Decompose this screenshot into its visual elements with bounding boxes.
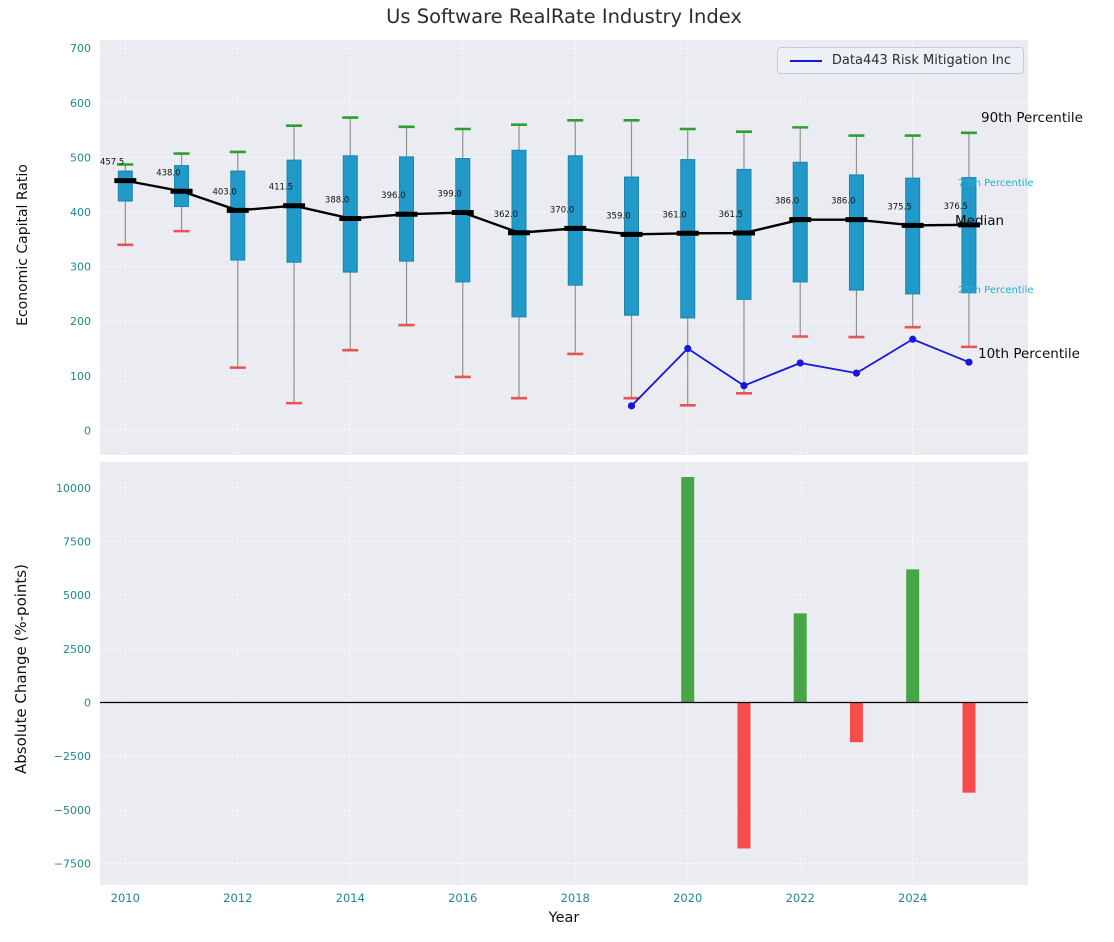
svg-text:370.0: 370.0 [550, 205, 574, 215]
svg-text:200: 200 [70, 315, 91, 328]
annotation-10th-percentile: 10th Percentile [978, 345, 1080, 362]
svg-text:438.0: 438.0 [156, 168, 180, 178]
annotation-90th-percentile: 90th Percentile [981, 110, 1083, 127]
legend-line-sample [789, 59, 822, 62]
chart-title: Us Software RealRate Industry Index [386, 5, 742, 28]
svg-text:7500: 7500 [63, 535, 91, 548]
svg-text:−7500: −7500 [54, 858, 91, 871]
legend-label: Data443 Risk Mitigation Inc [831, 53, 1011, 68]
svg-text:386.0: 386.0 [831, 197, 855, 207]
svg-text:361.0: 361.0 [662, 210, 686, 220]
svg-text:396.0: 396.0 [381, 191, 405, 201]
svg-text:10000: 10000 [56, 482, 91, 495]
svg-text:361.5: 361.5 [719, 210, 743, 220]
annotation-25th-percentile: 25th Percentile [958, 285, 1034, 297]
svg-text:2020: 2020 [673, 891, 702, 905]
x-axis-label: Year [548, 910, 580, 926]
svg-text:375.5: 375.5 [887, 202, 911, 212]
svg-text:2014: 2014 [336, 891, 365, 905]
svg-text:2022: 2022 [786, 891, 815, 905]
top-y-axis-label: Economic Capital Ratio [15, 164, 31, 326]
svg-text:0: 0 [84, 424, 91, 437]
svg-text:376.5: 376.5 [944, 202, 968, 212]
annotation-75th-percentile: 75th Percentile [958, 178, 1034, 190]
svg-text:388.0: 388.0 [325, 196, 349, 206]
svg-text:100: 100 [70, 370, 91, 383]
svg-text:403.0: 403.0 [212, 187, 236, 197]
svg-text:0: 0 [84, 696, 91, 709]
svg-text:362.0: 362.0 [494, 210, 518, 220]
svg-text:399.0: 399.0 [437, 190, 461, 200]
svg-text:2024: 2024 [898, 891, 927, 905]
annotation-median: Median [955, 213, 1005, 230]
svg-text:2018: 2018 [561, 891, 590, 905]
svg-text:500: 500 [70, 151, 91, 164]
svg-text:386.0: 386.0 [775, 197, 799, 207]
svg-text:700: 700 [70, 42, 91, 55]
svg-text:2016: 2016 [448, 891, 477, 905]
bottom-y-axis-label: Absolute Change (%-points) [12, 564, 30, 774]
svg-text:2500: 2500 [63, 643, 91, 656]
svg-text:600: 600 [70, 97, 91, 110]
svg-text:411.5: 411.5 [269, 183, 293, 193]
svg-text:5000: 5000 [63, 589, 91, 602]
svg-text:457.5: 457.5 [100, 158, 124, 168]
svg-text:400: 400 [70, 206, 91, 219]
svg-text:−5000: −5000 [54, 804, 91, 817]
legend: Data443 Risk Mitigation Inc [776, 47, 1024, 74]
svg-text:2010: 2010 [111, 891, 140, 905]
svg-text:−2500: −2500 [54, 750, 91, 763]
svg-text:300: 300 [70, 261, 91, 274]
svg-text:2012: 2012 [223, 891, 252, 905]
svg-text:359.0: 359.0 [606, 211, 630, 221]
